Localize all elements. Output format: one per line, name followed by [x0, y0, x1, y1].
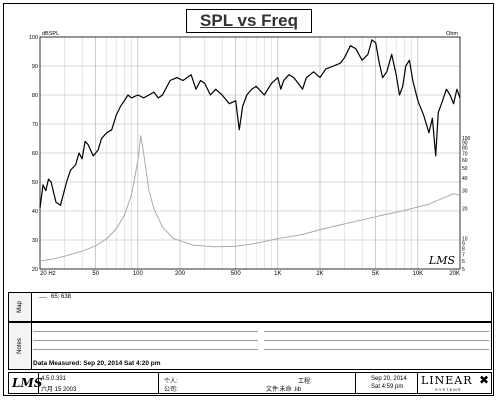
x-tick-label: 500: [231, 271, 242, 277]
y-right-tick-label: 40: [462, 176, 468, 182]
brand-name: LINEAR: [421, 374, 473, 387]
y-left-tick-label: 60: [32, 151, 38, 157]
y-left-tick-label: 20: [32, 267, 38, 273]
x-tick-label: 50: [92, 271, 99, 277]
data-measured-label: Data Measured: Sep 20, 2014 Sat 4:20 pm: [33, 360, 161, 367]
y-right-tick-label: 20: [462, 206, 468, 212]
notes-tab: Notes: [9, 323, 32, 369]
y-left-tick-label: 100: [29, 35, 38, 41]
footer-logo-cell: LMS: [9, 373, 43, 393]
note-line: [33, 331, 258, 332]
y-right-tick-label: 6: [462, 259, 465, 265]
footer-time: Sat 4:59 pm: [371, 384, 404, 390]
map-section: Map 65: 638: [8, 292, 492, 322]
x-tick-label: 1K: [274, 271, 281, 277]
note-line: [33, 349, 258, 350]
y-left-tick-label: 70: [32, 122, 38, 128]
footer-date: Sep 20, 2014: [371, 376, 407, 382]
lms-logo: LMS: [12, 376, 43, 390]
footer-bar: LMS 4.5.0.331 六月 15 2003 个人: 公司: 工程: 文件:…: [8, 372, 492, 394]
y-right-tick-label: 70: [462, 151, 468, 157]
y-right-tick-label: 9: [462, 241, 465, 247]
chart-svg: 20 Hz 50 100 200 500 1K 2K 5K 10K 20K100908070605…: [29, 31, 471, 277]
x-tick-label: 20K: [449, 271, 460, 277]
brand-x-icon: ✖: [479, 373, 490, 387]
project-label: 工程:: [298, 379, 312, 385]
y-right-tick-label: 8: [462, 246, 465, 252]
map-tab: Map: [9, 293, 32, 321]
x-tick-label: 20 Hz: [40, 271, 56, 277]
plot-border: [39, 36, 461, 270]
y-right-tick-label: 5: [462, 267, 465, 273]
left-unit-label: dBSPL: [42, 31, 59, 37]
y-right-tick-label: 90: [462, 140, 468, 146]
y-right-tick-label: 50: [462, 166, 468, 172]
spl-curve: [39, 39, 461, 209]
note-line: [33, 340, 258, 341]
note-line: [264, 340, 489, 341]
y-left-tick-label: 90: [32, 64, 38, 70]
footer-date-cell: Sep 20, 2014 Sat 4:59 pm: [355, 373, 418, 393]
y-left-tick-label: 30: [32, 238, 38, 244]
version-date: 六月 15 2003: [41, 387, 77, 393]
impedance-curve: [39, 135, 461, 262]
y-left-tick-label: 40: [32, 209, 38, 215]
x-tick-label: 2K: [316, 271, 323, 277]
company-label: 公司:: [164, 387, 178, 393]
notes-section: Notes Data Measured: Sep 20, 2014 Sat 4:…: [8, 322, 492, 370]
y-right-tick-label: 100: [462, 136, 471, 142]
y-right-tick-label: 7: [462, 252, 465, 258]
x-tick-label: 10K: [413, 271, 424, 277]
brand-subtitle: S Y S T E M S: [435, 387, 461, 392]
right-unit-label: Ohm: [446, 31, 458, 37]
chart-title: SPL vs Freq: [186, 9, 312, 33]
footer-version-cell: 4.5.0.331 六月 15 2003: [38, 373, 159, 393]
footer-info-cell: 个人: 公司: 工程: 文件:未命 .lib: [158, 373, 356, 393]
y-right-tick-label: 60: [462, 158, 468, 164]
version-number: 4.5.0.331: [41, 376, 67, 382]
linear-logo: LINEAR ✖ S Y S T E M S: [421, 373, 491, 393]
person-label: 个人:: [164, 379, 178, 385]
y-left-tick-label: 50: [32, 180, 38, 186]
x-tick-label: 200: [175, 271, 186, 277]
lms-chart-annotation: LMS: [428, 254, 456, 267]
legend-swatch: [39, 297, 47, 298]
note-line: [264, 349, 489, 350]
x-tick-label: 5K: [372, 271, 379, 277]
y-right-tick-label: 30: [462, 189, 468, 195]
report-frame: [3, 3, 494, 396]
legend-entry: 65: 638: [51, 294, 72, 300]
note-line: [264, 331, 489, 332]
y-right-tick-label: 10: [462, 237, 468, 243]
x-tick-label: 100: [133, 271, 144, 277]
y-right-tick-label: 80: [462, 146, 468, 152]
y-left-tick-label: 80: [32, 93, 38, 99]
file-label: 文件:未命 .lib: [266, 387, 302, 393]
